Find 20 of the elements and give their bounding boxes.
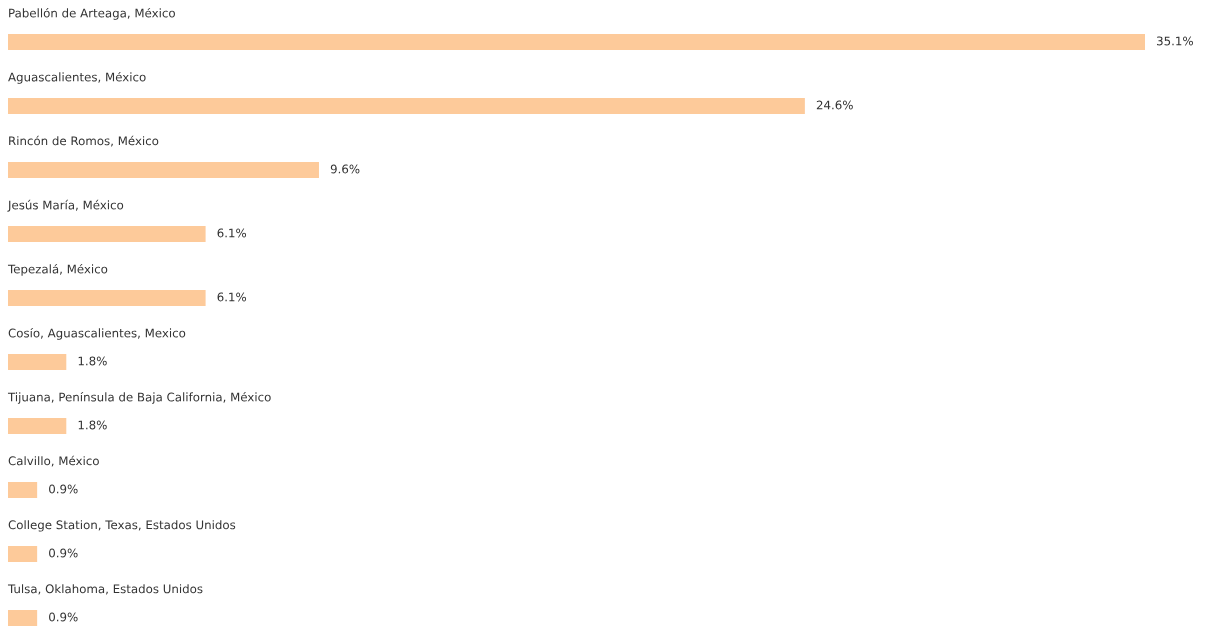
y-tick-label: Cosío, Aguascalientes, Mexico bbox=[8, 327, 186, 340]
y-tick-label: Pabellón de Arteaga, México bbox=[9, 7, 175, 20]
y-tick-label: College Station, Texas, Estados Unidos bbox=[8, 520, 236, 532]
data-label: 6.1% bbox=[217, 228, 247, 238]
data-label: 35.1% bbox=[1157, 36, 1193, 46]
y-tick-label: Calvillo, México bbox=[8, 455, 99, 467]
y-tick-label: Tepezalá, México bbox=[7, 263, 108, 276]
y-tick-label: Tijuana, Península de Baja California, México bbox=[7, 391, 271, 404]
data-label: 1.8% bbox=[78, 420, 107, 430]
data-label: 1.8% bbox=[78, 356, 107, 366]
data-label: 6.1% bbox=[217, 292, 247, 302]
y-tick-label: Tulsa, Oklahoma, Estados Unidos bbox=[7, 584, 203, 595]
data-label: 0.9% bbox=[49, 612, 78, 622]
y-tick-label: Aguascalientes, México bbox=[8, 71, 146, 84]
data-label: 9.6% bbox=[330, 164, 360, 174]
y-tick-label: Rincón de Romos, México bbox=[9, 135, 159, 147]
data-label: 24.6% bbox=[816, 100, 853, 110]
data-label: 0.9% bbox=[49, 548, 78, 558]
y-tick-label: Jesús María, México bbox=[7, 199, 124, 212]
data-label: 0.9% bbox=[49, 484, 78, 494]
